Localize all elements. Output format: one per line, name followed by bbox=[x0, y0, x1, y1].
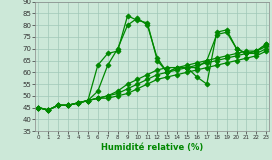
X-axis label: Humidité relative (%): Humidité relative (%) bbox=[101, 143, 203, 152]
